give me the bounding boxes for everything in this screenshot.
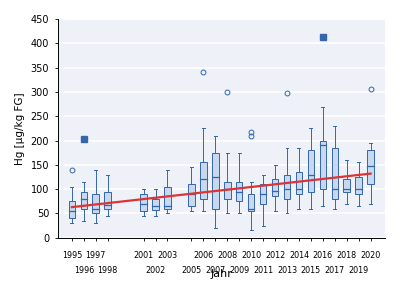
Bar [296,172,302,194]
Text: 2019: 2019 [348,266,369,275]
Text: 2012: 2012 [265,251,285,260]
Text: 2001: 2001 [134,251,154,260]
Bar [367,150,374,184]
Bar [92,194,99,213]
Bar [236,182,242,201]
Text: 2020: 2020 [360,251,381,260]
Bar [344,179,350,192]
Bar [248,194,254,211]
Text: 2006: 2006 [193,251,213,260]
Text: 2002: 2002 [145,266,166,275]
Text: 1995: 1995 [62,251,82,260]
Text: 2016: 2016 [313,251,333,260]
Text: 2018: 2018 [337,251,357,260]
Text: 1998: 1998 [98,266,118,275]
Bar [68,201,75,218]
Bar [212,153,218,208]
Bar [104,192,111,208]
Text: 2015: 2015 [301,266,321,275]
Text: 2013: 2013 [277,266,297,275]
Bar [260,184,266,204]
Bar [152,199,159,210]
Text: 2017: 2017 [325,266,345,275]
Bar [272,179,278,197]
Bar [164,187,171,208]
Bar [320,140,326,189]
Text: 2009: 2009 [229,266,249,275]
Text: 1996: 1996 [74,266,94,275]
Text: 2007: 2007 [205,266,226,275]
Bar [140,194,147,211]
Bar [284,175,290,199]
Text: 2005: 2005 [181,266,202,275]
Bar [332,148,338,199]
Text: 2011: 2011 [253,266,273,275]
Text: 2003: 2003 [158,251,178,260]
Bar [356,177,362,194]
Text: 2008: 2008 [217,251,237,260]
Bar [188,184,195,206]
Text: 2014: 2014 [289,251,309,260]
Bar [224,182,230,199]
Bar [200,162,207,199]
X-axis label: Jahr: Jahr [210,269,232,279]
Text: 2010: 2010 [241,251,261,260]
Bar [308,150,314,192]
Bar [80,192,87,208]
Text: 1997: 1997 [86,251,106,260]
Y-axis label: Hg [µg/kg FG]: Hg [µg/kg FG] [15,92,25,165]
